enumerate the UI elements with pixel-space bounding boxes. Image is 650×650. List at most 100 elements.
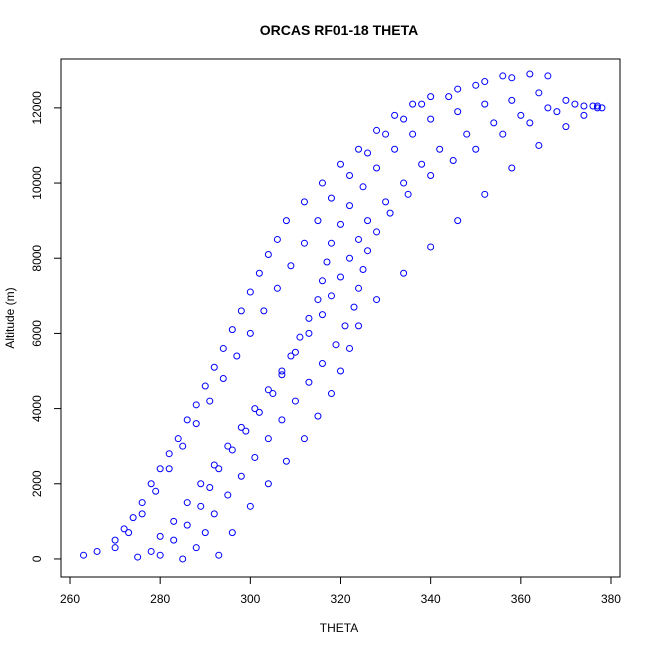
data-point bbox=[544, 72, 552, 80]
data-point bbox=[233, 352, 241, 360]
data-point bbox=[264, 435, 272, 443]
data-point bbox=[197, 480, 205, 488]
data-point bbox=[481, 78, 489, 86]
data-point bbox=[427, 115, 435, 123]
data-point bbox=[436, 145, 444, 153]
data-point bbox=[346, 172, 354, 180]
data-point bbox=[359, 266, 367, 274]
data-point bbox=[463, 130, 471, 138]
data-point bbox=[427, 93, 435, 101]
data-point bbox=[251, 405, 259, 413]
data-point bbox=[386, 209, 394, 217]
data-point bbox=[246, 502, 254, 510]
data-point bbox=[418, 160, 426, 168]
data-point bbox=[183, 416, 191, 424]
data-point bbox=[449, 156, 457, 164]
data-point bbox=[318, 179, 326, 187]
data-point bbox=[264, 386, 272, 394]
data-point bbox=[251, 453, 259, 461]
data-point bbox=[382, 130, 390, 138]
data-point bbox=[305, 378, 313, 386]
data-point bbox=[391, 145, 399, 153]
data-point bbox=[179, 555, 187, 563]
data-point bbox=[517, 111, 525, 119]
data-point bbox=[454, 217, 462, 225]
x-tick-label: 320 bbox=[330, 592, 350, 606]
data-point bbox=[296, 333, 304, 341]
data-point bbox=[224, 442, 232, 450]
data-point bbox=[273, 235, 281, 243]
data-point bbox=[278, 416, 286, 424]
data-point bbox=[318, 359, 326, 367]
data-point bbox=[300, 198, 308, 206]
data-point bbox=[400, 115, 408, 123]
data-point bbox=[147, 547, 155, 555]
data-point bbox=[580, 102, 588, 110]
data-point bbox=[327, 292, 335, 300]
data-point bbox=[350, 303, 358, 311]
data-point bbox=[314, 412, 322, 420]
y-tick-label: 8000 bbox=[30, 245, 44, 272]
data-point bbox=[300, 435, 308, 443]
data-point bbox=[337, 160, 344, 168]
y-axis: 0 2000 4000 6000 8000 10000 12000 bbox=[30, 91, 62, 562]
data-point bbox=[337, 220, 344, 228]
data-point bbox=[300, 239, 308, 247]
data-point bbox=[580, 111, 588, 119]
y-tick-label: 6000 bbox=[30, 320, 44, 347]
data-point bbox=[355, 284, 363, 292]
data-point bbox=[269, 390, 277, 398]
data-point bbox=[291, 348, 299, 356]
data-point bbox=[562, 96, 570, 104]
data-point bbox=[418, 100, 426, 108]
data-point bbox=[323, 258, 331, 266]
data-point bbox=[373, 296, 381, 304]
data-point bbox=[409, 100, 417, 108]
data-point bbox=[215, 465, 223, 473]
data-point bbox=[553, 108, 561, 116]
data-point bbox=[174, 435, 182, 443]
data-point bbox=[138, 499, 146, 507]
data-point bbox=[287, 352, 295, 360]
data-point bbox=[242, 427, 250, 435]
x-tick-label: 340 bbox=[421, 592, 441, 606]
data-point bbox=[165, 465, 173, 473]
data-point bbox=[355, 322, 363, 330]
data-point bbox=[314, 296, 322, 304]
data-point bbox=[278, 371, 286, 379]
data-point bbox=[327, 390, 335, 398]
data-point bbox=[327, 239, 335, 247]
data-point bbox=[206, 397, 214, 405]
data-point bbox=[156, 532, 164, 540]
data-point bbox=[206, 484, 214, 492]
data-point bbox=[192, 420, 200, 428]
data-point bbox=[373, 126, 381, 134]
data-point bbox=[273, 284, 281, 292]
data-point bbox=[305, 314, 313, 322]
data-point bbox=[152, 487, 160, 495]
data-point bbox=[156, 551, 164, 559]
data-point bbox=[237, 307, 245, 315]
data-point bbox=[201, 382, 209, 390]
data-point bbox=[346, 254, 354, 262]
data-points bbox=[80, 70, 606, 563]
data-point bbox=[332, 341, 340, 349]
data-point bbox=[445, 93, 453, 101]
data-point bbox=[327, 194, 335, 202]
data-point bbox=[210, 510, 218, 518]
data-point bbox=[170, 517, 178, 525]
data-point bbox=[454, 108, 462, 116]
y-tick-label: 12000 bbox=[30, 91, 44, 125]
data-point bbox=[134, 553, 142, 561]
data-point bbox=[147, 480, 155, 488]
data-point bbox=[278, 367, 286, 375]
data-point bbox=[526, 70, 534, 78]
data-point bbox=[219, 344, 227, 352]
x-tick-label: 260 bbox=[60, 592, 80, 606]
data-point bbox=[400, 179, 408, 187]
data-point bbox=[125, 529, 133, 537]
data-point bbox=[129, 514, 137, 522]
data-point bbox=[197, 502, 205, 510]
data-point bbox=[472, 81, 480, 89]
